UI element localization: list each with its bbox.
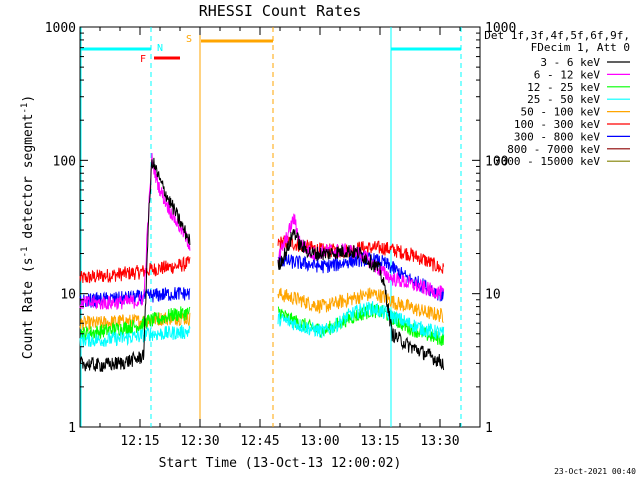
x-tick-label: 13:00 — [300, 434, 339, 449]
y-tick-label: 10 — [60, 288, 76, 303]
legend-label: 6 - 12 keV — [534, 68, 601, 81]
x-tick-label: 12:45 — [240, 434, 279, 449]
y-axis-label-exponent: -1 — [20, 247, 30, 258]
night-marker-label: N — [157, 43, 163, 54]
axes: 12:15 12:30 12:45 13:00 13:15 13:30 1 1 10 10 100… — [45, 21, 517, 449]
y-tick-label-right: 1 — [485, 421, 493, 436]
y-tick-label: 100 — [53, 154, 76, 169]
series-line — [79, 157, 191, 372]
series-12-25-kev — [79, 303, 445, 346]
y-axis-ticks: 1 1 10 10 100 100 1000 1000 — [45, 21, 517, 436]
series-line — [277, 301, 445, 340]
series-line — [277, 213, 445, 300]
x-tick-label: 12:15 — [120, 434, 159, 449]
x-tick-label: 12:30 — [180, 434, 219, 449]
legend-label: 7000 - 15000 keV — [494, 155, 600, 168]
series-50-100-kev — [79, 287, 444, 331]
legend-label: 50 - 100 keV — [521, 106, 601, 119]
legend-label: 800 - 7000 keV — [507, 143, 600, 156]
y-tick-label-right: 1000 — [485, 21, 516, 36]
series-100-300-kev — [79, 235, 445, 284]
generation-timestamp: 23-Oct-2021 00:40 — [554, 467, 636, 476]
series-25-50-kev — [79, 301, 445, 348]
plot-area: N F S — [79, 26, 481, 428]
plot-frame — [79, 26, 481, 428]
legend-header-line: Det 1f,3f,4f,5f,6f,9f, — [484, 29, 630, 42]
series-3-6-kev — [79, 157, 445, 372]
legend-label: 12 - 25 keV — [527, 81, 600, 94]
series-layer — [79, 152, 445, 372]
x-axis-label: Start Time (13-Oct-13 12:00:02) — [159, 456, 402, 471]
chart-title: RHESSI Count Rates — [199, 2, 362, 20]
y-tick-label-right: 100 — [485, 154, 508, 169]
legend-label: 25 - 50 keV — [527, 93, 600, 106]
x-axis-ticks: 12:15 12:30 12:45 13:00 13:15 13:30 — [79, 27, 481, 449]
series-line — [79, 312, 191, 331]
y-axis-label-exponent: -1 — [20, 103, 30, 114]
legend: Det 1f,3f,4f,5f,6f,9f, FDecim 1, Att 0 3… — [484, 29, 630, 168]
series-line — [277, 287, 444, 323]
flare-marker-label: F — [140, 54, 146, 65]
legend-header-line: FDecim 1, Att 0 — [531, 41, 630, 54]
y-axis-label: Count Rate (s-1 detector segment-1) — [20, 95, 36, 359]
legend-label: 300 - 800 keV — [514, 130, 600, 143]
y-tick-label: 1000 — [45, 21, 76, 36]
series-line — [79, 324, 191, 348]
series-line — [79, 152, 191, 310]
legend-label: 100 - 300 keV — [514, 118, 600, 131]
series-line — [79, 256, 191, 284]
series-line — [79, 286, 191, 309]
series-6-12-kev — [79, 152, 445, 310]
x-tick-label: 13:30 — [420, 434, 459, 449]
y-tick-label-right: 10 — [485, 288, 501, 303]
y-axis-label-part: Count Rate (s — [21, 257, 36, 359]
series-line — [277, 229, 445, 371]
y-tick-label: 1 — [68, 421, 76, 436]
legend-label: 3 - 6 keV — [540, 56, 600, 69]
x-tick-label: 13:15 — [360, 434, 399, 449]
saa-marker-label: S — [186, 34, 192, 45]
interval-markers: N F S — [80, 27, 462, 427]
series-line — [79, 306, 191, 341]
y-axis-label-part: ) — [21, 95, 36, 103]
y-axis-label-part: detector segment — [21, 114, 36, 247]
series-line — [277, 303, 445, 346]
